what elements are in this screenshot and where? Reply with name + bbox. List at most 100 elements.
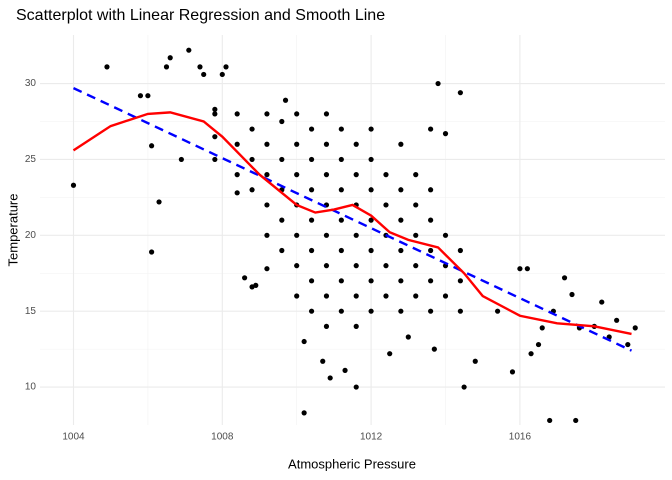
point <box>431 346 437 352</box>
point <box>178 156 184 163</box>
point <box>323 172 330 178</box>
point <box>308 187 315 193</box>
point <box>294 172 300 178</box>
point <box>383 263 389 269</box>
point <box>338 247 344 254</box>
point <box>149 249 155 255</box>
point <box>528 351 534 357</box>
point <box>294 141 300 147</box>
point <box>398 141 404 147</box>
point <box>353 232 359 238</box>
point <box>428 247 434 254</box>
y-axis-label: Temperature <box>5 194 20 267</box>
point <box>264 202 270 208</box>
point <box>212 111 218 117</box>
point <box>219 71 225 78</box>
point <box>413 202 419 208</box>
point <box>137 93 144 99</box>
point <box>428 187 434 193</box>
point <box>428 278 434 284</box>
point <box>338 126 344 132</box>
point <box>282 97 289 103</box>
point <box>212 156 218 163</box>
point <box>294 232 300 238</box>
point <box>104 64 110 70</box>
point <box>264 232 270 238</box>
point <box>573 417 579 424</box>
point <box>413 263 419 269</box>
point <box>383 202 389 208</box>
point <box>212 134 218 140</box>
point <box>368 187 374 193</box>
point <box>442 293 449 299</box>
smooth-line <box>72 111 632 336</box>
point <box>398 217 404 223</box>
y-tick-label: 10 <box>25 382 37 393</box>
point <box>353 384 359 390</box>
point <box>535 341 542 348</box>
point <box>383 172 389 178</box>
point <box>264 172 270 178</box>
point <box>264 141 270 147</box>
point <box>342 367 348 373</box>
point <box>264 111 270 117</box>
point <box>413 232 419 238</box>
point <box>599 299 605 305</box>
point <box>398 247 404 254</box>
point <box>428 308 434 314</box>
point <box>70 182 77 188</box>
point <box>308 247 315 254</box>
point <box>625 341 631 348</box>
point <box>167 55 173 61</box>
point <box>398 278 404 284</box>
point <box>338 278 344 284</box>
point <box>428 126 434 132</box>
point <box>368 126 374 132</box>
point <box>264 266 270 272</box>
point <box>338 217 344 223</box>
point <box>294 293 300 299</box>
point <box>279 156 285 163</box>
point <box>398 308 404 314</box>
point <box>561 275 568 281</box>
point <box>457 247 463 254</box>
point <box>294 111 300 117</box>
point <box>242 275 248 281</box>
point <box>201 71 207 78</box>
point <box>509 369 516 375</box>
point <box>338 156 344 163</box>
point <box>234 172 240 178</box>
point <box>323 232 330 238</box>
point <box>308 126 315 132</box>
point <box>301 410 307 416</box>
point <box>368 308 374 314</box>
point <box>368 247 374 254</box>
point <box>472 358 478 364</box>
point <box>442 232 449 238</box>
point <box>338 308 344 314</box>
point <box>368 217 374 223</box>
regression-line <box>72 87 633 352</box>
point <box>249 187 255 193</box>
point <box>457 90 463 96</box>
point <box>308 156 315 163</box>
point <box>368 278 374 284</box>
point <box>413 293 419 299</box>
point <box>186 47 192 53</box>
point <box>442 131 449 137</box>
y-tick-label: 25 <box>25 154 37 165</box>
point <box>308 308 315 314</box>
point <box>517 266 523 272</box>
point <box>413 172 419 178</box>
point <box>212 106 218 112</box>
point <box>569 291 575 298</box>
point <box>353 172 359 178</box>
point <box>405 334 411 340</box>
point <box>614 317 620 323</box>
point <box>294 263 300 269</box>
point <box>353 293 359 299</box>
x-tick-label: 1008 <box>211 432 234 443</box>
point <box>279 118 285 125</box>
point <box>163 64 170 70</box>
y-tick-label: 15 <box>25 306 37 317</box>
